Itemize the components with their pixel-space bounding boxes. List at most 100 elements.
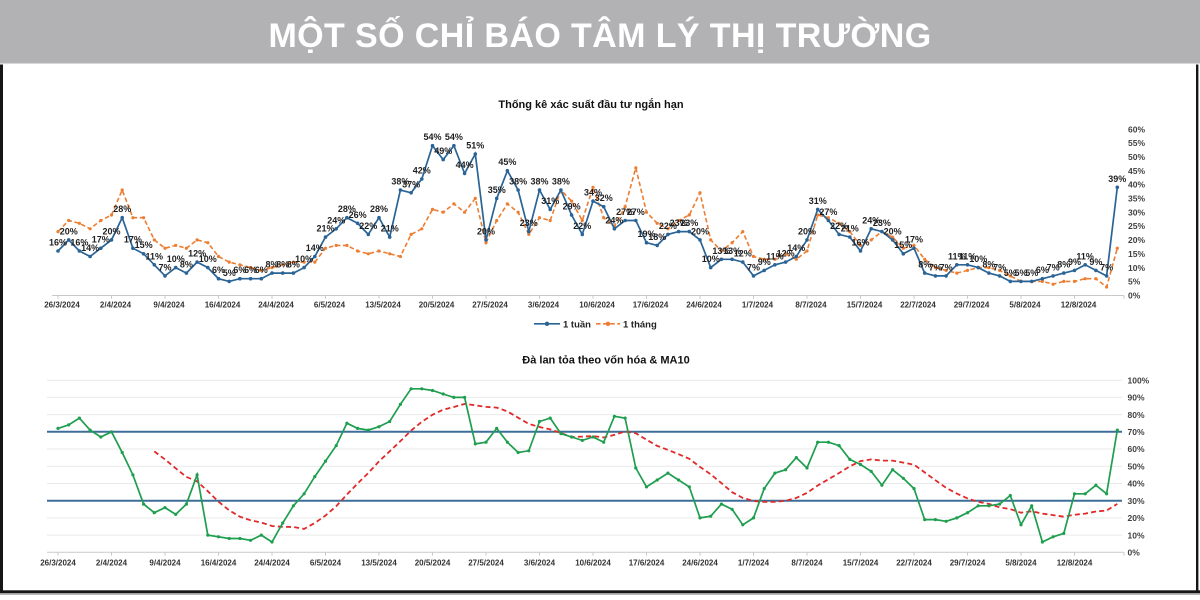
svg-text:9%: 9% bbox=[1089, 257, 1102, 267]
svg-text:7%: 7% bbox=[158, 262, 171, 272]
svg-text:12%: 12% bbox=[734, 249, 752, 259]
svg-text:5%: 5% bbox=[1128, 277, 1141, 287]
svg-text:35%: 35% bbox=[488, 185, 506, 195]
svg-text:6/5/2024: 6/5/2024 bbox=[314, 301, 346, 310]
svg-text:32%: 32% bbox=[595, 193, 613, 203]
svg-text:51%: 51% bbox=[466, 141, 484, 151]
svg-text:50%: 50% bbox=[1128, 461, 1145, 471]
svg-text:21%: 21% bbox=[841, 224, 859, 234]
svg-text:8%: 8% bbox=[918, 260, 931, 270]
svg-text:20%: 20% bbox=[60, 226, 78, 236]
svg-text:23%: 23% bbox=[520, 218, 538, 228]
svg-text:70%: 70% bbox=[1128, 427, 1145, 437]
svg-text:26/3/2024: 26/3/2024 bbox=[40, 559, 76, 568]
svg-text:16%: 16% bbox=[49, 238, 67, 248]
svg-text:13%: 13% bbox=[712, 246, 730, 256]
svg-text:29/7/2024: 29/7/2024 bbox=[950, 559, 986, 568]
svg-text:6%: 6% bbox=[244, 265, 257, 275]
svg-text:42%: 42% bbox=[413, 166, 431, 176]
svg-text:20/5/2024: 20/5/2024 bbox=[415, 559, 451, 568]
svg-text:29%: 29% bbox=[563, 202, 581, 212]
svg-text:6%: 6% bbox=[233, 265, 246, 275]
svg-text:24%: 24% bbox=[605, 215, 623, 225]
svg-text:24/6/2024: 24/6/2024 bbox=[682, 559, 718, 568]
svg-text:27%: 27% bbox=[627, 207, 645, 217]
svg-text:21%: 21% bbox=[316, 224, 334, 234]
svg-text:40%: 40% bbox=[1128, 180, 1145, 190]
svg-text:14%: 14% bbox=[81, 243, 99, 253]
svg-text:10%: 10% bbox=[295, 254, 313, 264]
svg-text:22/7/2024: 22/7/2024 bbox=[896, 559, 932, 568]
svg-text:37%: 37% bbox=[402, 179, 420, 189]
svg-text:24/4/2024: 24/4/2024 bbox=[254, 559, 290, 568]
svg-text:0%: 0% bbox=[1128, 548, 1141, 558]
svg-text:31%: 31% bbox=[809, 196, 827, 206]
svg-text:14%: 14% bbox=[306, 243, 324, 253]
svg-text:50%: 50% bbox=[1128, 152, 1145, 162]
svg-text:10%: 10% bbox=[969, 254, 987, 264]
svg-text:1/7/2024: 1/7/2024 bbox=[742, 301, 774, 310]
svg-text:6%: 6% bbox=[1036, 265, 1049, 275]
svg-text:20%: 20% bbox=[691, 226, 709, 236]
svg-text:13%: 13% bbox=[723, 246, 741, 256]
svg-text:5/8/2024: 5/8/2024 bbox=[1005, 559, 1037, 568]
svg-text:35%: 35% bbox=[1128, 194, 1145, 204]
svg-text:17%: 17% bbox=[124, 235, 142, 245]
svg-text:22%: 22% bbox=[573, 221, 591, 231]
svg-text:7%: 7% bbox=[993, 262, 1006, 272]
svg-text:2/4/2024: 2/4/2024 bbox=[96, 559, 128, 568]
svg-text:7%: 7% bbox=[1047, 262, 1060, 272]
svg-text:20/5/2024: 20/5/2024 bbox=[419, 301, 455, 310]
svg-text:24/4/2024: 24/4/2024 bbox=[258, 301, 294, 310]
svg-text:38%: 38% bbox=[552, 177, 570, 187]
svg-text:1/7/2024: 1/7/2024 bbox=[738, 559, 770, 568]
svg-text:8/7/2024: 8/7/2024 bbox=[791, 559, 823, 568]
svg-text:15/7/2024: 15/7/2024 bbox=[843, 559, 879, 568]
svg-text:23%: 23% bbox=[680, 218, 698, 228]
svg-text:44%: 44% bbox=[456, 160, 474, 170]
svg-text:20%: 20% bbox=[477, 226, 495, 236]
svg-text:9%: 9% bbox=[1068, 257, 1081, 267]
svg-text:9%: 9% bbox=[758, 257, 771, 267]
svg-text:7%: 7% bbox=[940, 262, 953, 272]
svg-text:16%: 16% bbox=[851, 238, 869, 248]
svg-text:11%: 11% bbox=[146, 251, 164, 261]
svg-text:6/5/2024: 6/5/2024 bbox=[310, 559, 342, 568]
svg-text:26/3/2024: 26/3/2024 bbox=[44, 301, 80, 310]
svg-text:3/6/2024: 3/6/2024 bbox=[528, 301, 560, 310]
svg-text:10%: 10% bbox=[1128, 530, 1145, 540]
svg-text:8%: 8% bbox=[982, 260, 995, 270]
svg-text:23%: 23% bbox=[873, 218, 891, 228]
svg-text:5/8/2024: 5/8/2024 bbox=[1009, 301, 1041, 310]
svg-text:54%: 54% bbox=[423, 132, 441, 142]
svg-text:27%: 27% bbox=[616, 207, 634, 217]
svg-text:22%: 22% bbox=[359, 221, 377, 231]
svg-text:9/4/2024: 9/4/2024 bbox=[153, 301, 185, 310]
svg-text:27%: 27% bbox=[819, 207, 837, 217]
svg-text:8%: 8% bbox=[180, 260, 193, 270]
svg-text:17%: 17% bbox=[92, 235, 110, 245]
svg-text:11%: 11% bbox=[948, 251, 966, 261]
svg-text:22/7/2024: 22/7/2024 bbox=[900, 301, 936, 310]
svg-text:5%: 5% bbox=[223, 268, 236, 278]
svg-text:30%: 30% bbox=[1128, 207, 1145, 217]
svg-text:40%: 40% bbox=[1128, 479, 1145, 489]
svg-text:38%: 38% bbox=[391, 177, 409, 187]
svg-text:60%: 60% bbox=[1128, 444, 1145, 454]
svg-text:39%: 39% bbox=[1108, 174, 1126, 184]
svg-text:31%: 31% bbox=[541, 196, 559, 206]
svg-text:16%: 16% bbox=[70, 238, 88, 248]
svg-text:20%: 20% bbox=[102, 226, 120, 236]
svg-text:0%: 0% bbox=[1128, 291, 1141, 301]
svg-text:20%: 20% bbox=[798, 226, 816, 236]
svg-text:20%: 20% bbox=[1128, 513, 1145, 523]
svg-text:10%: 10% bbox=[199, 254, 217, 264]
svg-text:Đà lan tỏa theo vốn hóa & MA10: Đà lan tỏa theo vốn hóa & MA10 bbox=[522, 355, 689, 367]
svg-text:60%: 60% bbox=[1128, 124, 1145, 134]
svg-text:17/6/2024: 17/6/2024 bbox=[629, 559, 665, 568]
svg-text:20%: 20% bbox=[1128, 235, 1145, 245]
svg-text:24%: 24% bbox=[327, 215, 345, 225]
svg-text:9/4/2024: 9/4/2024 bbox=[149, 559, 181, 568]
svg-text:55%: 55% bbox=[1128, 138, 1145, 148]
svg-text:30%: 30% bbox=[1128, 496, 1145, 506]
